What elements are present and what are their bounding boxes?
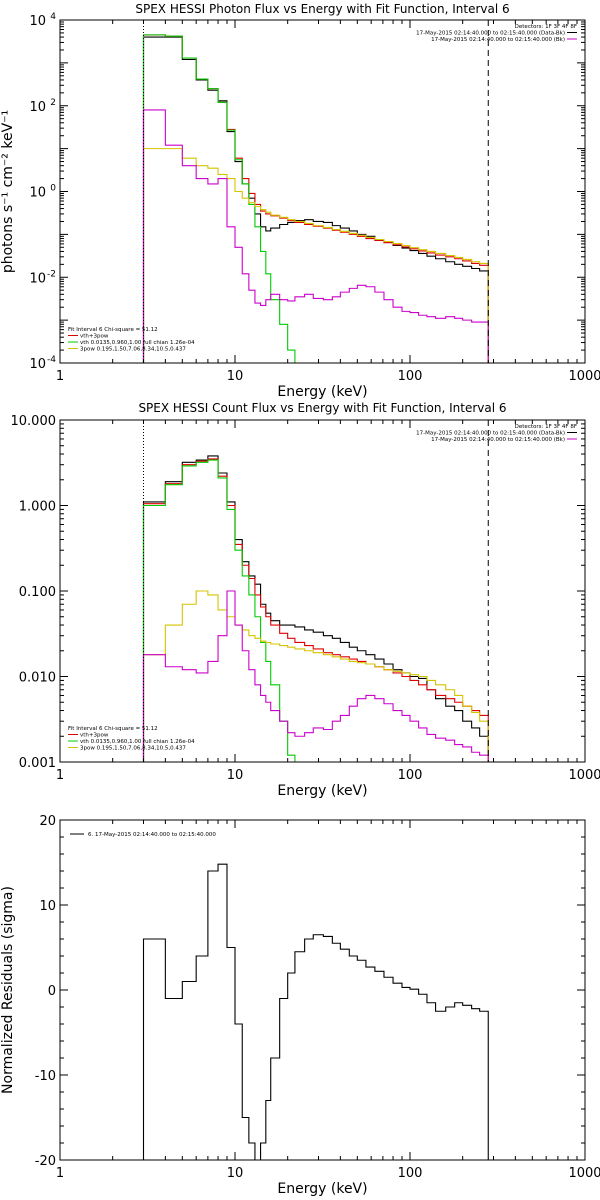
x-tick-label: 1000: [568, 768, 600, 783]
legend-entry: 17-May-2015 02:14:40.000 to 02:15:40.000…: [431, 37, 565, 43]
legend-bottom-left: Fit Interval 6 Chi-square = 51.12vth+3po…: [68, 726, 195, 752]
y-tick-label: 0.001: [19, 756, 56, 771]
y-axis-label: Normalized Residuals (sigma): [0, 886, 16, 1094]
series-bk: [142, 590, 489, 762]
y-tick-label: 0.010: [19, 671, 56, 686]
chart-title: SPEX HESSI Photon Flux vs Energy with Fi…: [135, 2, 509, 16]
x-tick-label: 10: [227, 369, 244, 384]
y-tick-exponent: -4: [47, 355, 56, 365]
series-group: [142, 34, 489, 363]
series-group: [142, 455, 489, 762]
x-tick-label: 1: [56, 1166, 64, 1181]
series-3pow: [142, 148, 489, 363]
y-tick-label: 10: [39, 899, 56, 914]
y-tick-label: 10.000: [11, 414, 57, 429]
series-bk: [142, 109, 489, 363]
y-tick-exponent: 0: [50, 184, 56, 194]
y-tick-exponent: 4: [50, 12, 56, 22]
x-tick-label: 1000: [568, 369, 600, 384]
series-vth: [142, 34, 296, 363]
legend-header: Fit Interval 6 Chi-square = 51.12: [68, 327, 158, 333]
y-tick-label: 0.100: [19, 585, 56, 600]
legend-entry: vth 0.0135,0.960,1.00 full chian 1.26e-0…: [80, 340, 195, 346]
y-tick-exponent: 2: [50, 98, 56, 108]
chart-panel-3: 1 10 100 1000 -20 -10 0 10 20 Energy (keV) Normali…: [0, 814, 600, 1197]
x-tick-label: 1: [56, 768, 64, 783]
chart-title: SPEX HESSI Count Flux vs Energy with Fit…: [138, 401, 506, 415]
legend-entry: 3pow 0.195,1.50,7.06,8.34,10.5,0.437: [80, 347, 186, 353]
y-tick-exponent: -2: [47, 269, 56, 279]
series-data-bk: [142, 36, 489, 363]
legend-bottom-left: Fit Interval 6 Chi-square = 51.12vth+3po…: [68, 327, 195, 353]
legend-top-left: 6. 17-May-2015 02:14:40.000 to 02:15:40.…: [70, 832, 216, 838]
series-residual: [142, 863, 489, 1160]
x-axis-label: Energy (keV): [277, 384, 367, 400]
legend-entry: 17-May-2015 02:14:40.000 to 02:15:40.000…: [431, 437, 565, 443]
y-axis-label: photons s⁻¹ cm⁻² keV⁻¹: [0, 110, 16, 273]
x-tick-label: 1: [56, 369, 64, 384]
legend-entry: 17-May-2015 02:14:40.000 to 02:15:40.000…: [416, 431, 565, 437]
legend-entry: 17-May-2015 02:14:40.000 to 02:15:40.000…: [416, 31, 565, 37]
legend-entry: 6. 17-May-2015 02:14:40.000 to 02:15:40.…: [88, 832, 216, 838]
y-tick-label: 0: [48, 984, 56, 999]
series-group: [142, 863, 489, 1160]
x-tick-label: 1000: [568, 1166, 600, 1181]
y-tick-label: -20: [35, 1154, 56, 1169]
legend-entry: vth+3pow: [80, 733, 109, 739]
legend-header: Detectors: 1F 3F 4F 8F: [515, 24, 577, 30]
legend-entry: vth+3pow: [80, 334, 109, 340]
x-tick-label: 10: [227, 1166, 244, 1181]
y-tick-label: 10: [29, 357, 46, 372]
legend-entry: 3pow 0.195,1.50,7.06,8.34,10.5,0.437: [80, 746, 186, 752]
y-tick-label: 10: [29, 186, 46, 201]
x-tick-label: 100: [398, 1166, 423, 1181]
legend-entry: vth 0.0135,0.960,1.00 full chian 1.26e-0…: [80, 739, 195, 745]
legend-header: Fit Interval 6 Chi-square = 51.12: [68, 726, 158, 732]
y-tick-label: 10: [29, 14, 46, 29]
y-tick-label: 10: [29, 271, 46, 286]
y-tick-label: 10: [29, 100, 46, 115]
legend-header: Detectors: 1F 3F 4F 8F: [515, 424, 577, 430]
y-tick-label: -10: [35, 1069, 56, 1084]
x-tick-label: 100: [398, 369, 423, 384]
x-axis-label: Energy (keV): [277, 783, 367, 799]
x-tick-label: 10: [227, 768, 244, 783]
y-tick-label: 1.000: [19, 500, 56, 515]
y-tick-label: 20: [39, 814, 56, 829]
x-tick-label: 100: [398, 768, 423, 783]
x-axis-label: Energy (keV): [277, 1181, 367, 1197]
chart-panel-2: 1 10 100 1000 0.001 0.010 0.100 1.000 10.000 SPEX…: [11, 401, 600, 799]
